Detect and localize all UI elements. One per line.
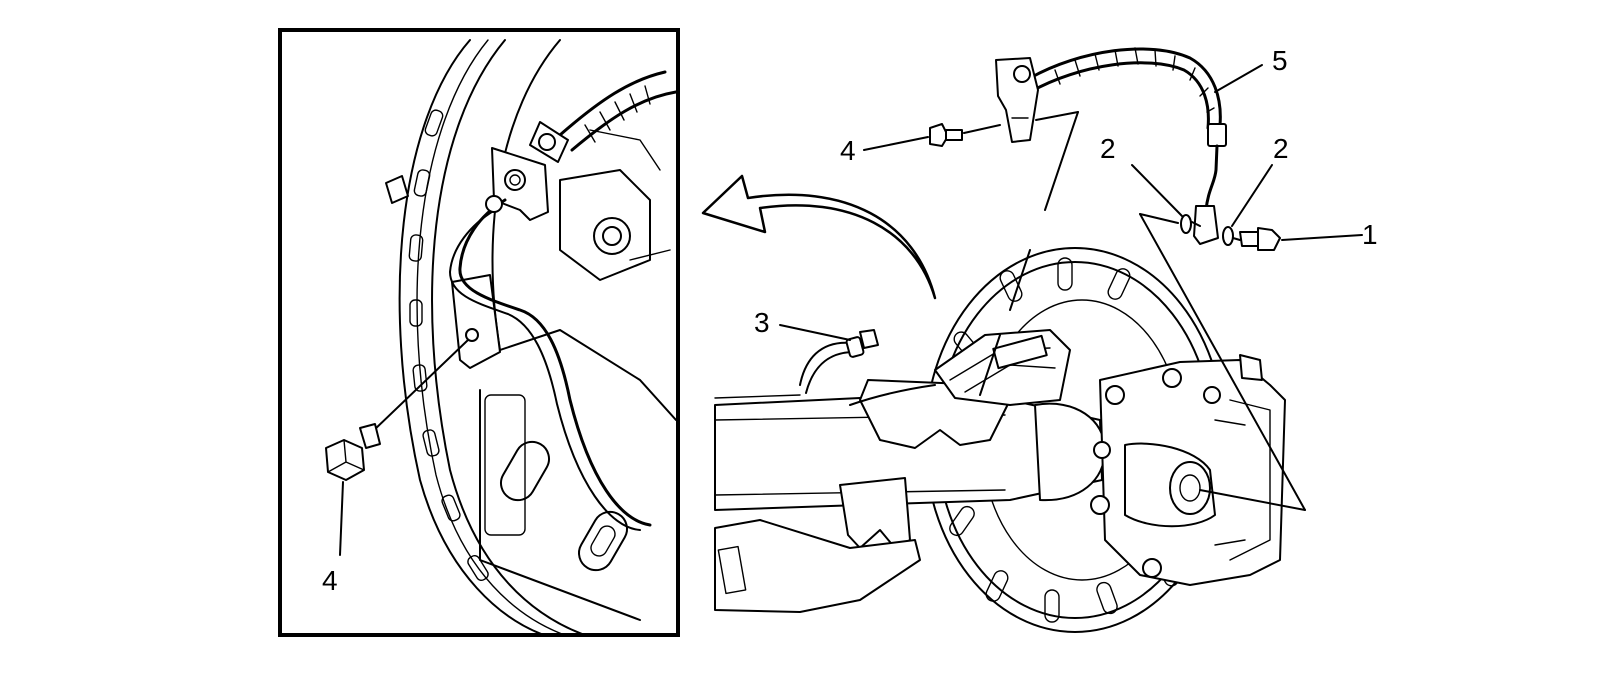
alignment-lines <box>963 111 1306 511</box>
callout-5: 5 <box>1272 45 1288 76</box>
banjo-bolt <box>1239 227 1281 251</box>
inset-brake-pipe <box>449 195 652 531</box>
inset-bolt <box>325 423 381 481</box>
inset-rotor <box>398 39 628 633</box>
callout-4-inset: 4 <box>322 565 338 596</box>
inset-hose <box>529 70 676 163</box>
bracket-bolt <box>929 123 963 147</box>
main-assembly: 1 2 2 3 4 5 <box>714 45 1378 633</box>
axle-housing <box>714 379 1106 613</box>
callout-3: 3 <box>754 307 770 338</box>
callout-2-left: 2 <box>1100 133 1116 164</box>
inset-leader-line <box>371 339 469 433</box>
caliper <box>1090 354 1286 586</box>
washers <box>1180 214 1234 246</box>
brake-hose <box>995 47 1227 245</box>
callout-2-right: 2 <box>1273 133 1289 164</box>
brake-pipe-fitting <box>845 329 879 358</box>
inset-detail: 4 <box>278 28 680 637</box>
detail-arrow <box>701 174 937 300</box>
callout-4-main: 4 <box>840 135 856 166</box>
callout-1: 1 <box>1362 219 1378 250</box>
callout-leaders <box>779 64 1363 341</box>
